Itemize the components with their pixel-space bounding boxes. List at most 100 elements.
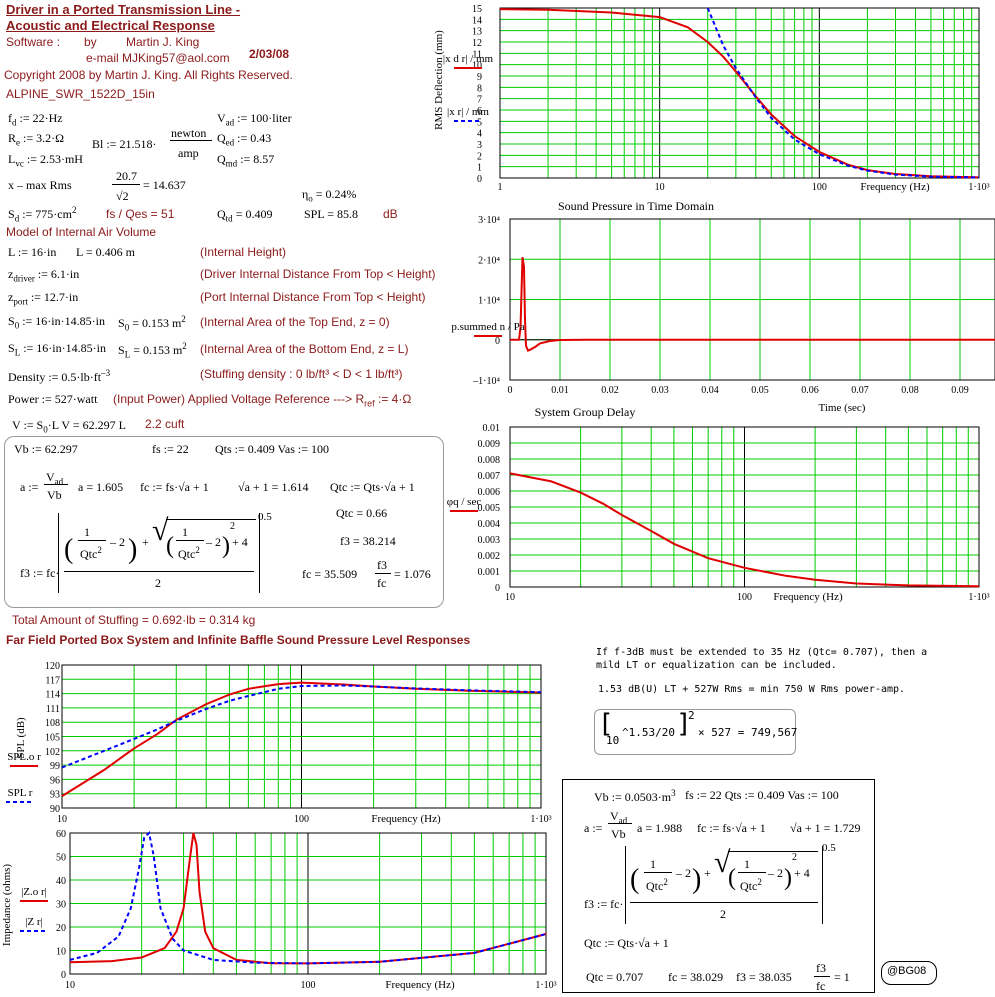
calc1-minus2-b: – 2 [206, 535, 221, 549]
note-formula-box [594, 709, 796, 755]
y-tick-label: 60 [56, 829, 66, 840]
by-label: by [84, 35, 97, 49]
deflection-legend-baffle: |x r| / mm [447, 106, 489, 118]
y-tick-label: 0.008 [478, 455, 501, 466]
param-qed: Qed := 0.43 [217, 131, 272, 148]
plot-frame [61, 664, 542, 809]
y-tick-label: 105 [45, 733, 60, 744]
model-zdriver: zdriver := 6.1·in [8, 267, 80, 284]
x-tick-label: 1·10³ [530, 814, 551, 825]
x-tick-label: 0.08 [901, 385, 919, 396]
calc1-two: 2 [155, 576, 161, 590]
y-tick-label: 11 [472, 49, 482, 60]
calc1-one-b: 1 [182, 525, 188, 539]
calc2-sq-b: 2 [792, 852, 797, 863]
calc1-plus: + [142, 535, 149, 549]
y-tick-label: 1 [477, 163, 482, 174]
y-tick-label: 10 [56, 947, 66, 958]
y-tick-label: 111 [46, 704, 60, 715]
calc2-bracket [625, 846, 823, 924]
y-tick-label: 2·10⁴ [478, 255, 500, 266]
model-L-def: L := 16·in [8, 245, 57, 259]
chart-group_delay [509, 426, 980, 588]
y-tick-label: 0.001 [478, 567, 501, 578]
calc2-qtc-def: Qtc := Qts·√a + 1 [584, 936, 669, 950]
y-tick-label: 20 [56, 923, 66, 934]
param-re: Re := 3.2·Ω [8, 131, 65, 148]
x-axis-label: Frequency (Hz) [773, 591, 843, 603]
chart-deflection [499, 7, 980, 179]
spl-legend-ported: SPL.o r [7, 751, 41, 763]
param-qtd: Qtd = 0.409 [217, 207, 273, 224]
calc1-vb: Vb := 62.297 [14, 442, 78, 456]
calc-box-2 [562, 779, 875, 993]
calc1-ratio-den: fc [377, 576, 387, 590]
email: e-mail MJKing57@aol.com [86, 51, 230, 65]
note-formula-tail: × 527 = 749,567 [698, 726, 798, 739]
y-tick-label: 5 [477, 117, 482, 128]
y-tick-label: 0.004 [478, 519, 501, 530]
y-tick-label: 1·10⁴ [478, 296, 500, 307]
x-axis-label: Frequency (Hz) [860, 181, 930, 193]
y-tick-label: 0.01 [483, 423, 501, 434]
y-tick-label: 0 [477, 174, 482, 185]
calc2-ratio-val: = 1 [834, 970, 850, 984]
calc-box-1 [4, 436, 444, 608]
y-tick-label: 6 [477, 106, 482, 117]
x-axis-label: Frequency (Hz) [371, 813, 441, 825]
param-xmax-label: x – max Rms [8, 178, 72, 192]
y-tick-label: 0 [495, 336, 500, 347]
param-xmax-val: = 14.637 [143, 178, 186, 192]
calc2-ratio-num: f3 [816, 961, 826, 975]
calc1-fs: fs := 22 [152, 442, 189, 456]
note-line3: 1.53 dB(U) LT + 527W Rms = min 750 W Rms… [598, 684, 906, 695]
y-tick-label: 93 [50, 790, 60, 801]
x-tick-label: 0.05 [751, 385, 769, 396]
model-sl: SL := 16·in·14.85·in [8, 341, 106, 358]
param-bl-den: amp [178, 146, 199, 160]
calc2-f3-lhs: f3 := fc· [584, 897, 624, 911]
calc2-a-den: Vb [611, 827, 626, 841]
note-formula-sq: 2 [688, 709, 695, 722]
calc1-minus2: – 2 [110, 535, 125, 549]
series-line-infinite-baffle [69, 831, 547, 965]
param-xmax-den: √2 [116, 189, 129, 203]
model-sl-res: SL = 0.153 m2 [118, 341, 187, 360]
x-tick-label: 0.01 [551, 385, 569, 396]
calc1-exp: 0.5 [258, 511, 272, 523]
x-tick-label: 0.02 [601, 385, 619, 396]
y-tick-label: 0.007 [478, 471, 501, 482]
calc2-vb: Vb := 0.0503·m3 [594, 788, 676, 804]
x-tick-label: 10 [505, 592, 515, 603]
y-tick-label: 114 [45, 690, 60, 701]
calc1-f3-val: f3 = 38.214 [340, 534, 396, 548]
x-tick-label: 0.06 [801, 385, 819, 396]
y-tick-label: 9 [477, 72, 482, 83]
x-tick-label: 10 [655, 182, 665, 193]
series-line-ported [61, 681, 542, 797]
calc1-a-val: a = 1.605 [78, 480, 124, 494]
y-tick-label: 13 [472, 27, 482, 38]
y-tick-label: 7 [477, 95, 482, 106]
y-tick-label: 0 [61, 970, 66, 981]
calc1-qtc-b: Qtc2 [178, 545, 200, 561]
calc2-a-lhs: a := [584, 821, 603, 835]
model-power: Power := 527·watt [8, 392, 98, 406]
delay-legend: φq / sec [447, 496, 482, 508]
model-volume-cuft: 2.2 cuft [145, 417, 185, 431]
model-s0-res: S0 = 0.153 m2 [118, 314, 186, 333]
calc2-plus: + [704, 866, 711, 880]
model-zdriver-note: (Driver Internal Distance From Top < Hei… [200, 267, 436, 281]
impedance-y-label: Impedance (ohms) [1, 864, 13, 946]
y-tick-label: 8 [477, 83, 482, 94]
calc1-qtc-val: Qtc = 0.66 [336, 506, 388, 520]
param-fs-qes: fs / Qes = 51 [106, 207, 175, 221]
calc1-a-den: Vb [47, 488, 62, 502]
x-axis-label: Frequency (Hz) [385, 979, 455, 991]
param-bl: Bl := 21.518· [92, 137, 157, 151]
calc2-ratio-den: fc [816, 979, 826, 993]
x-tick-label: 0.09 [951, 385, 969, 396]
x-tick-label: 1·10³ [968, 182, 989, 193]
note-formula-exp: ^1.53/20 [622, 726, 675, 739]
